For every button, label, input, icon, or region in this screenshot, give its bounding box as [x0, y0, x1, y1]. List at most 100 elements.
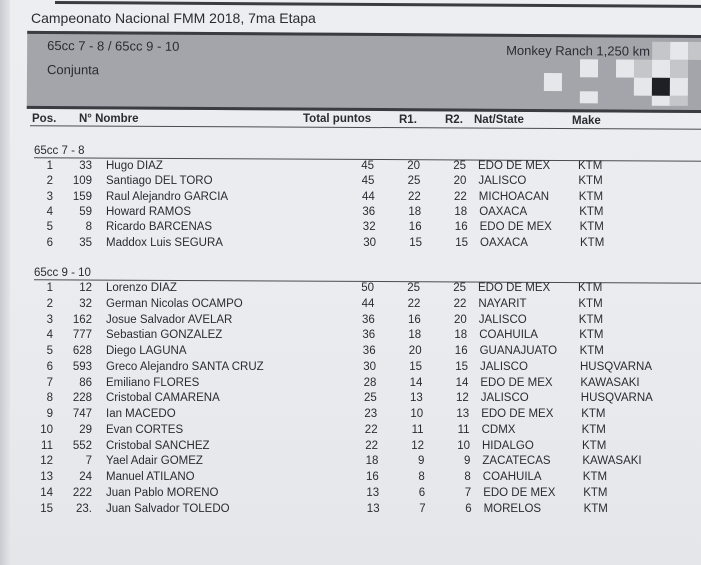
section-label: 65cc 9 - 10: [34, 267, 91, 279]
race2-points: 13: [456, 408, 470, 420]
table-row: 9 747 Ian MACEDO 23 10 13 EDO DE MEX KTM: [0, 408, 701, 423]
race2-points: 8: [464, 471, 471, 483]
race2-points: 18: [454, 206, 468, 219]
rider-name: Cristobal SANCHEZ: [106, 439, 210, 452]
rider-name: Josue Salvador AVELAR: [106, 313, 233, 326]
rider-name: Sebastian GONZALEZ: [106, 329, 223, 342]
table-row: 14 222 Juan Pablo MORENO 13 6 7 EDO DE MEX KTM: [0, 487, 701, 502]
position: 10: [40, 423, 53, 436]
rider-name: Diego LAGUNA: [106, 345, 187, 357]
position: 9: [46, 408, 53, 420]
position: 1: [46, 160, 53, 172]
rider-name: Greco Alejandro SANTA CRUZ: [106, 360, 264, 373]
position: 11: [41, 439, 53, 452]
state: GUANAJUATO: [479, 345, 558, 357]
race1-points: 9: [417, 455, 425, 468]
total-points: 45: [361, 175, 375, 188]
table-row: 10 29 Evan CORTES 22 11 11 CDMX KTM: [0, 424, 701, 439]
race2-points: 20: [453, 175, 467, 188]
state: NAYARIT: [478, 297, 527, 310]
rider-number: 747: [72, 408, 92, 420]
state: OAXACA: [480, 236, 528, 249]
make: KTM: [582, 439, 607, 452]
rider-number: 35: [79, 236, 92, 249]
position: 15: [40, 502, 53, 515]
rider-name: German Nicolas OCAMPO: [106, 297, 243, 310]
total-points: 13: [366, 486, 380, 499]
race2-points: 16: [454, 221, 468, 234]
total-points: 13: [366, 502, 380, 515]
rider-name: Hugo DIAZ: [106, 160, 163, 172]
make: HUSQVARNA: [580, 392, 653, 405]
position: 13: [40, 471, 53, 483]
rider-number: 23.: [76, 502, 92, 515]
state: HIDALGO: [482, 439, 534, 452]
state: JALISCO: [478, 175, 527, 188]
state: COAHUILA: [479, 329, 538, 342]
race2-points: 20: [454, 313, 467, 326]
make: KTM: [578, 190, 604, 203]
race1-points: 10: [410, 408, 424, 420]
total-points: 32: [362, 221, 376, 234]
race1-points: 20: [408, 345, 422, 357]
rider-number: 24: [79, 471, 92, 483]
race1-points: 7: [419, 502, 426, 515]
position: 3: [46, 313, 53, 326]
col-header-state: Nat/State: [474, 114, 524, 126]
race1-points: 20: [407, 160, 420, 172]
make: KTM: [578, 313, 604, 326]
race1-points: 13: [410, 392, 423, 405]
rider-name: Juan Pablo MORENO: [106, 486, 219, 499]
total-points: 45: [361, 160, 374, 172]
position: 4: [46, 329, 53, 342]
race2-points: 10: [457, 439, 470, 452]
make: KTM: [580, 236, 605, 249]
race1-points: 15: [409, 236, 422, 249]
rider-name: Emiliano FLORES: [106, 376, 200, 389]
table-row: 12 7 Yael Adair GOMEZ 18 9 9 ZACATECAS KAWASAKI: [0, 455, 701, 470]
total-points: 36: [362, 313, 375, 326]
table-row: 4 777 Sebastian GONZALEZ 36 18 18 COAHUILA KTM: [0, 329, 701, 344]
race1-points: 15: [409, 360, 422, 373]
table-row: 1 33 Hugo DIAZ 45 20 25 EDO DE MEX KTM: [0, 160, 701, 175]
make: HUSQVARNA: [580, 360, 652, 373]
table-row: 2 109 Santiago DEL TORO 45 25 20 JALISCO KTM: [0, 175, 701, 190]
state: EDO DE MEX: [479, 221, 552, 234]
race2-points: 9: [463, 455, 471, 468]
total-points: 22: [365, 439, 378, 452]
race2-points: 22: [454, 190, 467, 203]
total-points: 36: [362, 206, 376, 219]
race2-points: 6: [465, 502, 472, 515]
race2-points: 16: [454, 345, 468, 357]
state: EDO DE MEX: [481, 408, 554, 420]
rider-name: Yael Adair GOMEZ: [106, 455, 203, 468]
make: KTM: [581, 423, 606, 436]
make: KTM: [578, 282, 603, 294]
table-row: 6 593 Greco Alejandro SANTA CRUZ 30 15 15 JALI…: [0, 361, 701, 376]
rider-number: 777: [72, 329, 92, 342]
banner-categories: 65cc 7 - 8 / 65cc 9 - 10: [47, 38, 180, 54]
position: 2: [46, 175, 53, 188]
rider-number: 109: [72, 175, 92, 188]
rider-name: Santiago DEL TORO: [106, 175, 213, 188]
rider-number: 29: [79, 423, 92, 436]
race1-points: 14: [409, 376, 423, 389]
make: KTM: [579, 206, 604, 219]
section-label: 65cc 7 - 8: [34, 145, 85, 157]
rider-number: 12: [79, 282, 92, 294]
race1-points: 22: [407, 297, 421, 310]
race2-points: 7: [464, 486, 472, 499]
state: JALISCO: [480, 392, 529, 405]
table-row: 3 162 Josue Salvador AVELAR 36 16 20 JALISCO KT…: [0, 314, 701, 329]
make: KTM: [583, 502, 608, 515]
table-row: 3 159 Raul Alejandro GARCIA 44 22 22 MICHOACAN…: [0, 191, 701, 206]
rider-name: Cristobal CAMARENA: [106, 392, 220, 405]
table-row: 15 23. Juan Salvador TOLEDO 13 7 6 MORELOS KTM: [0, 503, 701, 518]
state: EDO DE MEX: [478, 282, 551, 294]
total-points: 23: [364, 408, 378, 420]
race2-points: 11: [457, 423, 470, 436]
total-points: 22: [364, 423, 378, 436]
rider-number: 628: [72, 345, 92, 357]
rider-number: 7: [85, 455, 92, 468]
rider-name: Howard RAMOS: [106, 206, 191, 219]
